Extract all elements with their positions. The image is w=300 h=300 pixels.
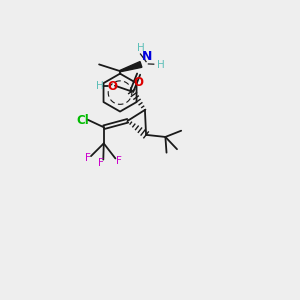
Polygon shape (120, 61, 142, 72)
Text: O: O (107, 80, 117, 93)
Text: N: N (142, 50, 152, 64)
Text: H: H (136, 43, 144, 52)
Text: F: F (85, 153, 90, 164)
Text: H: H (157, 60, 165, 70)
Text: Cl: Cl (76, 114, 89, 127)
Text: F: F (98, 158, 104, 168)
Text: O: O (134, 76, 144, 89)
Text: F: F (116, 156, 122, 166)
Text: H: H (96, 81, 104, 92)
